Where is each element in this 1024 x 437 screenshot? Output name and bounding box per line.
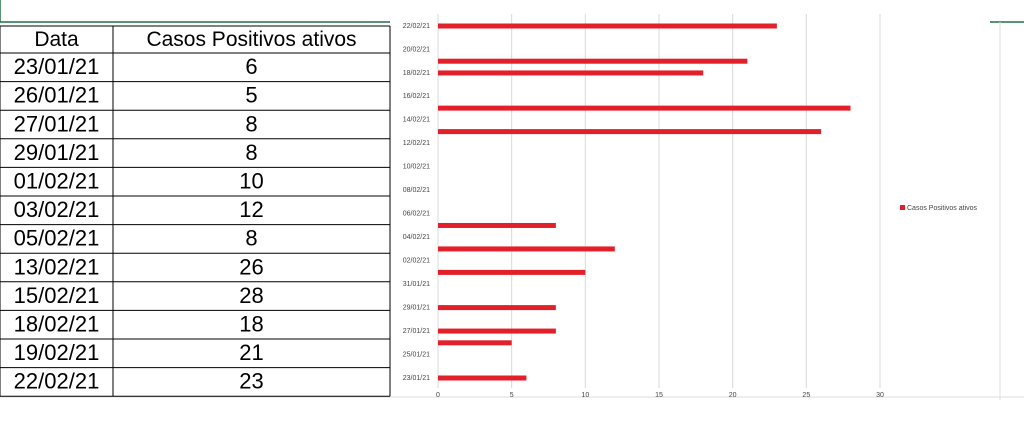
y-tick-label: 08/02/21 [403, 187, 430, 194]
table-cell: 26 [239, 254, 263, 279]
y-tick-label: 18/02/21 [403, 70, 430, 77]
table-cell: 22/02/21 [14, 369, 100, 394]
bar [438, 269, 586, 275]
table-cell: 01/02/21 [14, 169, 100, 194]
x-tick-label: 10 [581, 392, 589, 399]
table-cell: 23/01/21 [14, 54, 100, 79]
x-tick-label: 15 [655, 392, 663, 399]
table-cell: 05/02/21 [14, 226, 100, 251]
y-tick-label: 23/01/21 [403, 375, 430, 382]
x-tick-label: 30 [876, 392, 884, 399]
bar [438, 340, 512, 346]
table-cell: 19/02/21 [14, 340, 100, 365]
bar [438, 305, 556, 311]
y-tick-label: 16/02/21 [403, 93, 430, 100]
table-cell: 27/01/21 [14, 111, 100, 136]
table-cell: 13/02/21 [14, 254, 100, 279]
table-cell: 03/02/21 [14, 197, 100, 222]
table-cell: 5 [245, 83, 257, 108]
table-cell: 10 [239, 169, 263, 194]
x-tick-label: 0 [436, 392, 440, 399]
legend-label: Casos Positivos ativos [907, 205, 978, 212]
y-tick-label: 12/02/21 [403, 140, 430, 147]
table-cell: 18 [239, 312, 263, 337]
table-cell: 8 [245, 140, 257, 165]
header-cell: Data [34, 28, 79, 51]
bar [438, 129, 822, 135]
y-tick-label: 20/02/21 [403, 46, 430, 53]
y-tick-label: 29/01/21 [403, 304, 430, 311]
bar [438, 105, 851, 111]
y-tick-label: 02/02/21 [403, 258, 430, 265]
legend-swatch [900, 205, 905, 210]
table-cell: 29/01/21 [14, 140, 100, 165]
y-tick-label: 04/02/21 [403, 234, 430, 241]
header-cell: Casos Positivos ativos [146, 28, 356, 51]
y-tick-label: 14/02/21 [403, 117, 430, 124]
table-cell: 6 [245, 54, 257, 79]
table-cell: 21 [239, 340, 263, 365]
table-cell: 12 [239, 197, 263, 222]
bar [438, 328, 556, 334]
bar [438, 375, 527, 381]
y-tick-label: 10/02/21 [403, 164, 430, 171]
x-tick-label: 25 [802, 392, 810, 399]
table-cell: 8 [245, 226, 257, 251]
bar [438, 70, 704, 76]
table-cell: 23 [239, 369, 263, 394]
y-tick-label: 31/01/21 [403, 281, 430, 288]
table-cell: 18/02/21 [14, 312, 100, 337]
y-tick-label: 06/02/21 [403, 211, 430, 218]
x-tick-label: 20 [729, 392, 737, 399]
table-cell: 26/01/21 [14, 83, 100, 108]
x-tick-label: 5 [510, 392, 514, 399]
bar [438, 23, 777, 29]
table-cell: 15/02/21 [14, 283, 100, 308]
bar [438, 58, 748, 64]
table-cell: 28 [239, 283, 263, 308]
y-tick-label: 22/02/21 [403, 23, 430, 30]
y-tick-label: 25/01/21 [403, 351, 430, 358]
bar [438, 246, 615, 252]
table-cell: 8 [245, 111, 257, 136]
bar [438, 222, 556, 228]
y-tick-label: 27/01/21 [403, 328, 430, 335]
